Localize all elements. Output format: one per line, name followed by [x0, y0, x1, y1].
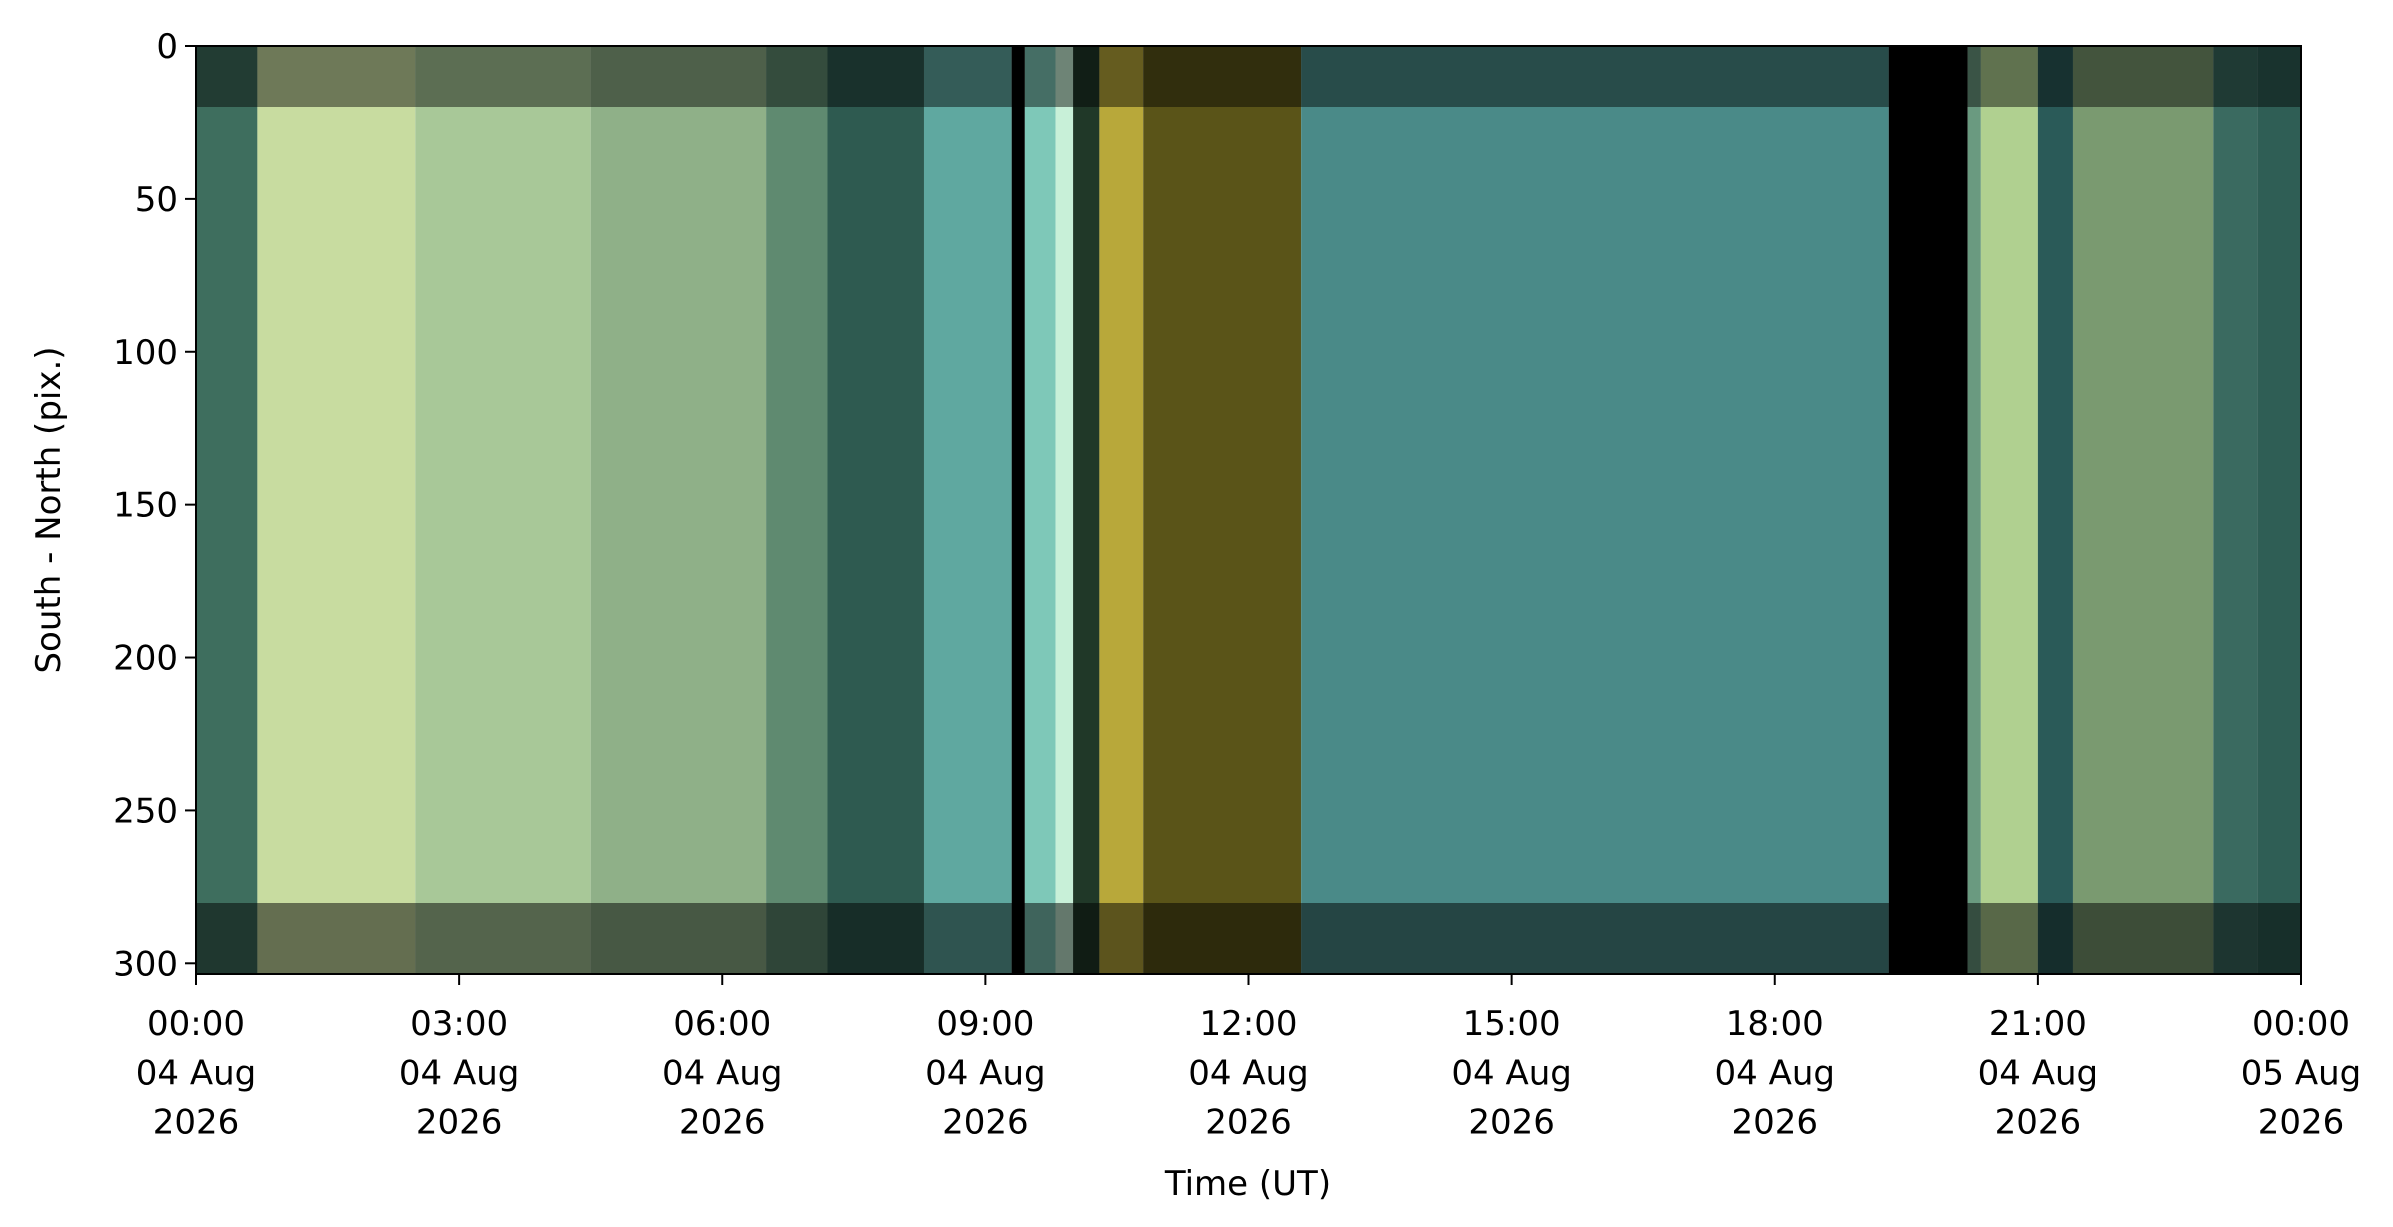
x-tick-label: 09:00 04 Aug 2026 — [925, 1004, 1045, 1143]
y-tick-label: 50 — [135, 180, 178, 220]
keogram-column — [1888, 46, 1968, 974]
y-tick-label: 200 — [113, 639, 178, 679]
x-tick-label: 21:00 04 Aug 2026 — [1978, 1004, 2098, 1143]
keogram-column — [766, 46, 828, 974]
keogram-column — [2213, 46, 2258, 974]
keogram-column — [1055, 46, 1074, 974]
keogram-column — [923, 46, 1012, 974]
x-tick-label: 15:00 04 Aug 2026 — [1451, 1004, 1571, 1143]
keogram-column — [1967, 46, 1981, 974]
y-tick-label: 150 — [113, 486, 178, 526]
keogram-column — [1073, 46, 1100, 974]
y-tick-label: 300 — [113, 944, 178, 984]
keogram-column — [2257, 46, 2301, 974]
keogram-column — [415, 46, 591, 974]
keogram-column — [1143, 46, 1302, 974]
keogram-column — [1011, 46, 1025, 974]
keogram-column — [2072, 46, 2214, 974]
y-tick-label: 0 — [156, 27, 178, 67]
x-tick-label: 03:00 04 Aug 2026 — [399, 1004, 519, 1143]
keogram-column — [1099, 46, 1144, 974]
keogram-column — [1980, 46, 2038, 974]
y-tick-label: 100 — [113, 333, 178, 373]
keogram-column — [590, 46, 767, 974]
keogram-column — [196, 46, 258, 974]
x-axis-label: Time (UT) — [1164, 1164, 1331, 1204]
keogram-column — [1301, 46, 1889, 974]
x-tick-label: 12:00 04 Aug 2026 — [1188, 1004, 1308, 1143]
keogram-column — [1024, 46, 1056, 974]
bottom-shade — [196, 903, 2301, 974]
x-tick-label: 18:00 04 Aug 2026 — [1715, 1004, 1835, 1143]
keogram-column — [827, 46, 924, 974]
x-tick-label: 00:00 04 Aug 2026 — [136, 1004, 256, 1143]
y-tick-label: 250 — [113, 791, 178, 831]
top-shade — [196, 46, 2301, 107]
x-tick-label: 06:00 04 Aug 2026 — [662, 1004, 782, 1143]
keogram-column — [2037, 46, 2073, 974]
x-tick-label: 00:00 05 Aug 2026 — [2241, 1004, 2361, 1143]
keogram-column — [257, 46, 416, 974]
plot-area — [196, 46, 2301, 974]
y-axis-label: South - North (pix.) — [29, 346, 69, 673]
